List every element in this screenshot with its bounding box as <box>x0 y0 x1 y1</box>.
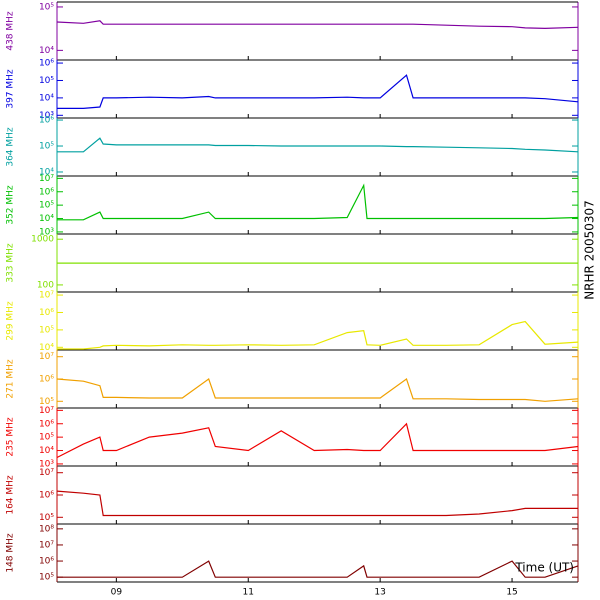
frequency-label: 164 MHz <box>6 475 16 515</box>
y-tick-label: 10⁴ <box>39 446 54 456</box>
flux-line <box>57 74 579 109</box>
frequency-label: 333 MHz <box>6 243 16 283</box>
y-tick-label: 10³ <box>39 227 54 237</box>
frequency-label: 352 MHz <box>6 185 16 225</box>
frequency-label: 438 MHz <box>6 11 16 51</box>
y-tick-label: 10⁵ <box>39 325 54 335</box>
frequency-label: 397 MHz <box>6 69 16 109</box>
flux-line <box>57 320 579 350</box>
frequency-label: 364 MHz <box>6 127 16 167</box>
y-tick-label: 10⁵ <box>39 573 54 583</box>
frequency-label: 235 MHz <box>6 417 16 457</box>
y-tick-label: 10⁵ <box>39 201 54 211</box>
y-tick-label: 10⁴ <box>39 167 54 177</box>
flux-line <box>56 422 579 459</box>
y-tick-label: 10⁷ <box>39 540 54 550</box>
y-tick-label: 10⁶ <box>39 308 54 318</box>
y-tick-label: 10⁷ <box>39 406 54 416</box>
y-tick-label: 1000 <box>31 235 54 245</box>
y-tick-label: 10⁴ <box>39 46 54 56</box>
y-tick-label: 10⁵ <box>39 76 54 86</box>
y-tick-label: 10³ <box>39 111 54 121</box>
y-tick-label: 10⁵ <box>39 2 54 12</box>
flux-line <box>57 137 579 153</box>
x-axis-label: Time (UT) <box>514 561 574 575</box>
flux-line <box>57 560 579 578</box>
y-tick-label: 10⁷ <box>39 468 54 478</box>
y-tick-label: 10⁷ <box>39 174 54 184</box>
frequency-label: 148 MHz <box>6 533 16 573</box>
y-tick-label: 10³ <box>39 459 54 469</box>
y-tick-label: 10⁶ <box>39 187 54 197</box>
y-tick-label: 10⁶ <box>39 116 54 126</box>
y-tick-label: 10⁵ <box>39 142 54 152</box>
annotation: NRHR 20050307 <box>583 200 597 300</box>
y-tick-label: 100 <box>37 280 54 290</box>
flux-line <box>56 490 578 517</box>
y-tick-label: 10⁴ <box>39 93 54 103</box>
y-tick-label: 10⁵ <box>39 513 54 523</box>
flux-line <box>56 20 579 30</box>
y-tick-label: 10⁵ <box>39 397 54 407</box>
y-tick-label: 10⁶ <box>39 375 54 385</box>
y-tick-label: 10⁴ <box>39 343 54 353</box>
y-tick-label: 10⁵ <box>39 433 54 443</box>
y-tick-label: 10⁴ <box>39 214 54 224</box>
y-tick-label: 10⁶ <box>39 557 54 567</box>
x-tick-label: 13 <box>374 588 385 598</box>
frequency-label: 271 MHz <box>6 359 16 399</box>
y-tick-label: 10⁷ <box>39 352 54 362</box>
x-tick-label: 11 <box>243 588 254 598</box>
y-tick-label: 10⁶ <box>39 59 54 69</box>
y-tick-label: 10⁶ <box>39 491 54 501</box>
y-tick-label: 10⁶ <box>39 419 54 429</box>
x-tick-label: 15 <box>506 588 517 598</box>
frequency-label: 299 MHz <box>6 301 16 341</box>
flux-line <box>56 378 579 402</box>
y-tick-label: 10⁸ <box>39 524 54 534</box>
y-tick-label: 10⁷ <box>39 291 54 301</box>
flux-line <box>57 183 579 221</box>
x-tick-label: 09 <box>111 588 123 598</box>
